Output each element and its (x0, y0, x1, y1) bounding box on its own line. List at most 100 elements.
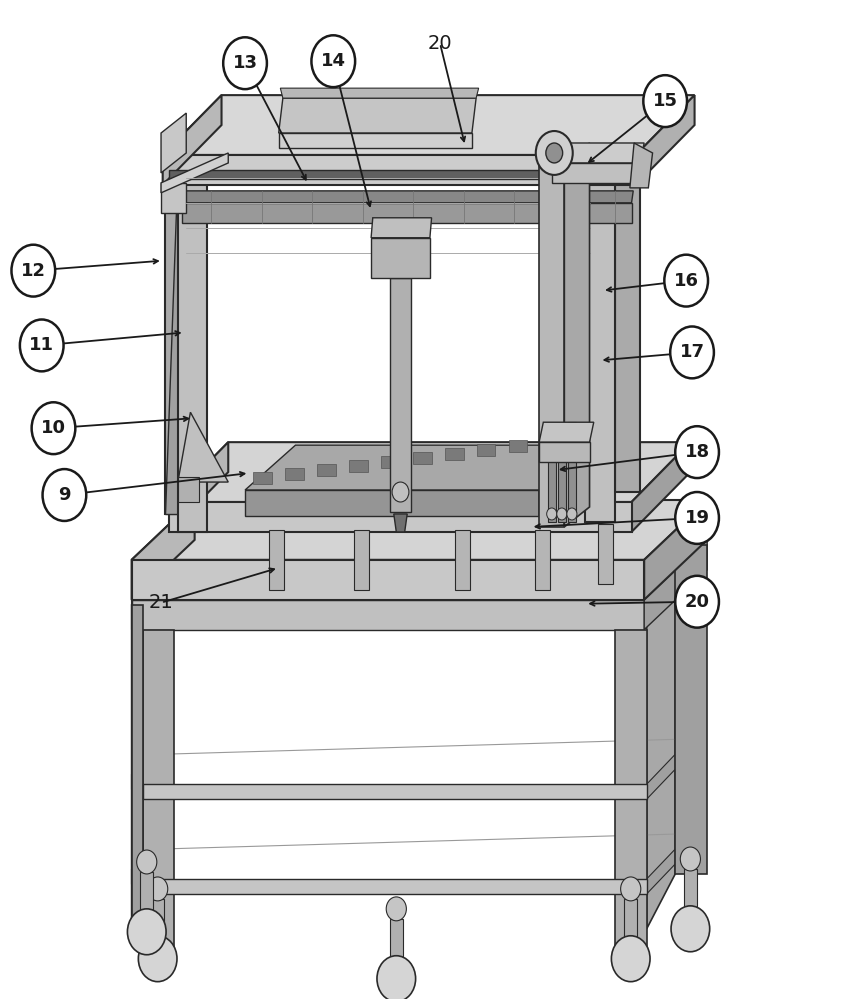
Polygon shape (647, 754, 675, 799)
Polygon shape (684, 869, 697, 907)
Circle shape (386, 897, 406, 921)
Circle shape (675, 576, 719, 628)
Polygon shape (142, 784, 647, 799)
Polygon shape (551, 163, 640, 183)
Polygon shape (178, 173, 207, 532)
Polygon shape (624, 899, 637, 937)
Polygon shape (132, 500, 707, 560)
Text: 20: 20 (685, 593, 710, 611)
Polygon shape (132, 869, 142, 894)
Text: 18: 18 (685, 443, 710, 461)
Polygon shape (644, 500, 707, 600)
Polygon shape (165, 155, 178, 514)
Polygon shape (163, 95, 695, 155)
Polygon shape (535, 530, 550, 590)
Polygon shape (675, 545, 707, 874)
Circle shape (675, 426, 719, 478)
Circle shape (127, 909, 166, 955)
Polygon shape (540, 445, 589, 516)
Circle shape (20, 320, 63, 371)
Text: 21: 21 (148, 593, 174, 612)
Polygon shape (269, 530, 284, 590)
Polygon shape (161, 153, 228, 193)
Polygon shape (254, 472, 272, 484)
Circle shape (670, 326, 714, 378)
Text: 15: 15 (652, 92, 678, 110)
Polygon shape (564, 143, 589, 527)
Polygon shape (169, 442, 228, 532)
Text: 10: 10 (41, 419, 66, 437)
Polygon shape (178, 477, 199, 502)
Polygon shape (142, 630, 174, 959)
Polygon shape (445, 448, 464, 460)
Polygon shape (349, 460, 368, 472)
Polygon shape (286, 468, 303, 480)
Polygon shape (178, 412, 228, 482)
Polygon shape (132, 600, 644, 630)
Polygon shape (413, 452, 432, 464)
Polygon shape (245, 445, 589, 490)
Polygon shape (557, 432, 566, 522)
Polygon shape (615, 133, 640, 492)
Polygon shape (548, 442, 556, 522)
Text: 19: 19 (685, 509, 710, 527)
Polygon shape (647, 849, 675, 894)
Circle shape (12, 245, 55, 297)
Polygon shape (132, 560, 644, 600)
Circle shape (675, 492, 719, 544)
Circle shape (223, 37, 267, 89)
Text: 14: 14 (321, 52, 346, 70)
Polygon shape (598, 524, 613, 584)
Polygon shape (132, 540, 195, 630)
Polygon shape (636, 95, 695, 185)
Polygon shape (455, 530, 470, 590)
Text: 9: 9 (58, 486, 71, 504)
Polygon shape (163, 95, 222, 185)
Polygon shape (245, 490, 540, 516)
Polygon shape (163, 155, 636, 185)
Polygon shape (371, 238, 430, 278)
Polygon shape (132, 774, 142, 799)
Circle shape (671, 906, 710, 952)
Circle shape (611, 936, 650, 982)
Polygon shape (161, 113, 186, 173)
Circle shape (566, 508, 577, 520)
Polygon shape (132, 500, 195, 600)
Circle shape (137, 850, 157, 874)
Polygon shape (140, 872, 153, 910)
Circle shape (32, 402, 75, 454)
Polygon shape (182, 191, 633, 203)
Circle shape (546, 143, 562, 163)
Polygon shape (540, 422, 593, 442)
Polygon shape (279, 98, 476, 133)
Text: 17: 17 (679, 343, 705, 361)
Polygon shape (585, 163, 615, 522)
Circle shape (392, 482, 409, 502)
Polygon shape (551, 143, 644, 163)
Circle shape (664, 255, 708, 307)
Polygon shape (317, 464, 336, 476)
Polygon shape (567, 422, 576, 522)
Circle shape (42, 469, 86, 521)
Text: 13: 13 (233, 54, 258, 72)
Circle shape (536, 131, 572, 175)
Polygon shape (354, 530, 369, 590)
Polygon shape (389, 278, 411, 512)
Circle shape (138, 936, 177, 982)
Polygon shape (394, 514, 407, 532)
Polygon shape (281, 88, 479, 98)
Circle shape (311, 35, 355, 87)
Polygon shape (615, 630, 647, 959)
Circle shape (547, 508, 556, 520)
Polygon shape (647, 570, 675, 929)
Polygon shape (630, 143, 652, 188)
Polygon shape (161, 183, 186, 213)
Text: 20: 20 (427, 34, 453, 53)
Text: 12: 12 (21, 262, 46, 280)
Text: 11: 11 (30, 336, 54, 354)
Circle shape (620, 877, 641, 901)
Polygon shape (644, 540, 707, 630)
Polygon shape (182, 203, 631, 223)
Polygon shape (540, 442, 589, 462)
Polygon shape (631, 442, 690, 532)
